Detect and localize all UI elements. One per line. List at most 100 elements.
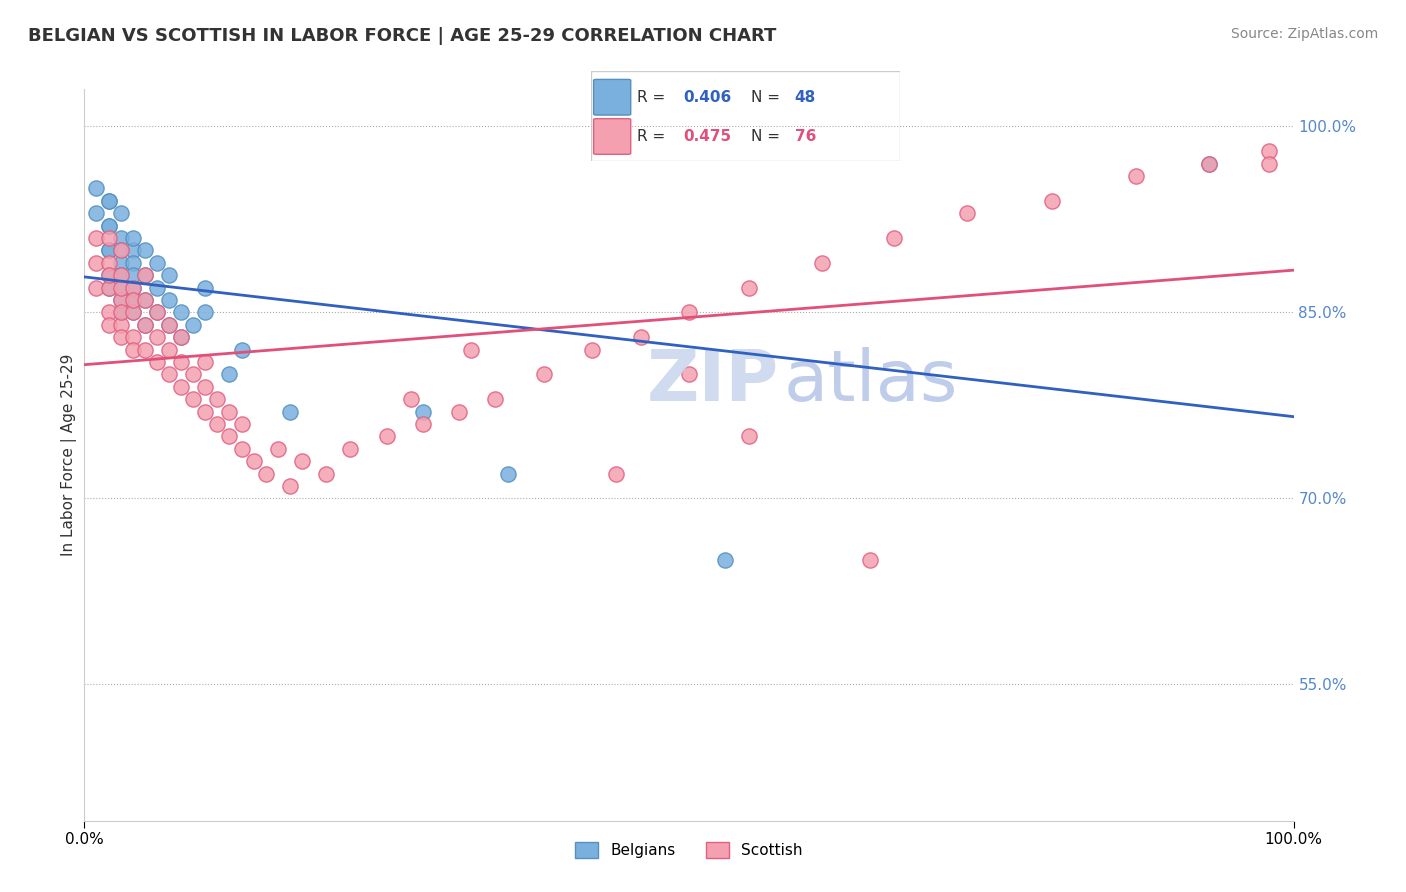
Scottish [315, 467, 337, 481]
Scottish [146, 305, 169, 319]
Scottish [157, 318, 180, 332]
Text: R =: R = [637, 90, 671, 104]
Text: ZIP: ZIP [647, 347, 779, 417]
Scottish [121, 330, 143, 344]
Scottish [484, 392, 506, 406]
Scottish [678, 368, 700, 382]
Scottish [110, 293, 132, 307]
Scottish [157, 343, 180, 357]
Text: 0.475: 0.475 [683, 129, 731, 144]
Scottish [231, 417, 253, 431]
Scottish [218, 404, 240, 418]
Scottish [181, 392, 204, 406]
FancyBboxPatch shape [593, 79, 631, 115]
Scottish [399, 392, 422, 406]
Belgians [110, 244, 132, 258]
Scottish [86, 280, 108, 294]
Belgians [110, 231, 132, 245]
Scottish [460, 343, 482, 357]
Scottish [1125, 169, 1147, 183]
Scottish [630, 330, 652, 344]
Belgians [110, 268, 132, 282]
Scottish [859, 553, 882, 567]
Scottish [738, 429, 761, 443]
Belgians [97, 219, 120, 233]
Belgians [134, 293, 156, 307]
Scottish [194, 380, 217, 394]
Scottish [412, 417, 434, 431]
Belgians [157, 268, 180, 282]
Scottish [110, 318, 132, 332]
Scottish [170, 355, 193, 369]
Scottish [97, 318, 120, 332]
Belgians [231, 343, 253, 357]
Scottish [121, 305, 143, 319]
Belgians [121, 256, 143, 270]
Scottish [581, 343, 603, 357]
Belgians [97, 194, 120, 208]
Scottish [97, 231, 120, 245]
Scottish [110, 330, 132, 344]
Scottish [738, 280, 761, 294]
Belgians [110, 268, 132, 282]
Scottish [1198, 156, 1220, 170]
Belgians [134, 268, 156, 282]
Scottish [134, 318, 156, 332]
Scottish [207, 392, 229, 406]
Scottish [1040, 194, 1063, 208]
Text: atlas: atlas [783, 347, 957, 417]
Scottish [375, 429, 398, 443]
FancyBboxPatch shape [593, 119, 631, 154]
Scottish [110, 268, 132, 282]
Scottish [86, 231, 108, 245]
Belgians [110, 256, 132, 270]
Scottish [97, 256, 120, 270]
Scottish [194, 404, 217, 418]
Belgians [110, 280, 132, 294]
Scottish [678, 305, 700, 319]
Scottish [254, 467, 277, 481]
Belgians [110, 206, 132, 220]
Belgians [121, 305, 143, 319]
Scottish [134, 293, 156, 307]
Belgians [157, 293, 180, 307]
Text: Source: ZipAtlas.com: Source: ZipAtlas.com [1230, 27, 1378, 41]
Belgians [121, 231, 143, 245]
Belgians [714, 553, 737, 567]
Scottish [121, 293, 143, 307]
Text: N =: N = [751, 90, 785, 104]
Scottish [291, 454, 314, 468]
Belgians [121, 244, 143, 258]
Scottish [110, 280, 132, 294]
Belgians [146, 280, 169, 294]
Belgians [97, 244, 120, 258]
Belgians [97, 194, 120, 208]
Belgians [134, 244, 156, 258]
Scottish [134, 268, 156, 282]
Belgians [157, 318, 180, 332]
Belgians [97, 280, 120, 294]
Scottish [883, 231, 905, 245]
Belgians [86, 181, 108, 195]
Text: R =: R = [637, 129, 671, 144]
Belgians [170, 305, 193, 319]
Scottish [97, 305, 120, 319]
Scottish [278, 479, 301, 493]
Belgians [194, 305, 217, 319]
Text: 48: 48 [794, 90, 815, 104]
Belgians [1198, 156, 1220, 170]
Legend: Belgians, Scottish: Belgians, Scottish [569, 836, 808, 864]
Belgians [121, 280, 143, 294]
Scottish [110, 305, 132, 319]
Belgians [146, 305, 169, 319]
Scottish [339, 442, 361, 456]
Scottish [170, 330, 193, 344]
Scottish [449, 404, 471, 418]
Scottish [242, 454, 264, 468]
Scottish [231, 442, 253, 456]
Scottish [86, 256, 108, 270]
Scottish [134, 343, 156, 357]
Belgians [146, 256, 169, 270]
Belgians [194, 280, 217, 294]
Scottish [267, 442, 290, 456]
